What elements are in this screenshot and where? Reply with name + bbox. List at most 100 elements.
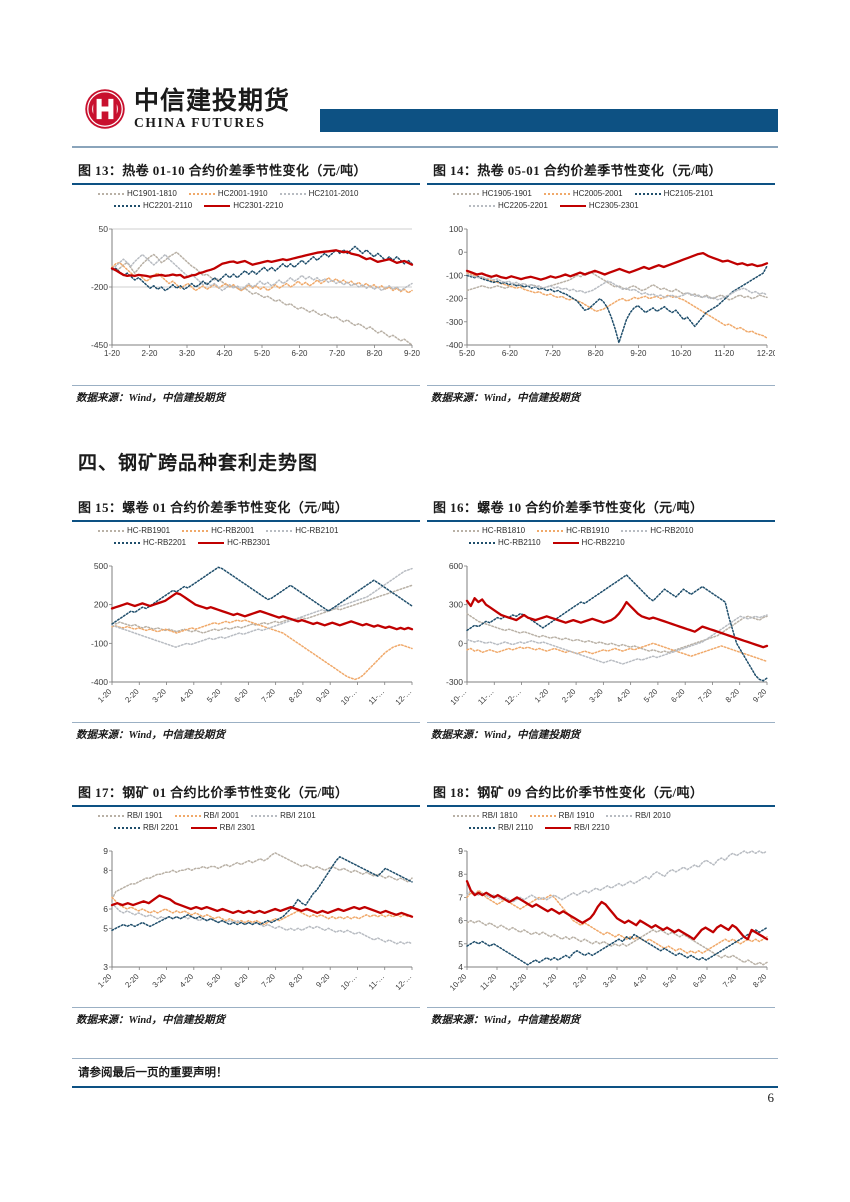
svg-text:12-20: 12-20 [757, 349, 775, 358]
svg-text:1-20: 1-20 [96, 687, 114, 705]
svg-text:10-20: 10-20 [448, 972, 469, 993]
chart-canvas: 9 8 6 5 31-20 2-20 3-20 4-20 5-20 6-20 7-20 8-20 9-2… [96, 846, 413, 992]
figure-plot-area: 50 -200 -450 1-20 2-20 3-20 4-20 5-20 6-20 7-20 8-… [72, 189, 420, 379]
svg-text:2-20: 2-20 [571, 972, 589, 990]
svg-text:5: 5 [103, 924, 108, 934]
svg-text:11-…: 11-… [367, 972, 386, 991]
series-3 [466, 927, 768, 966]
figure-footer-rule [72, 385, 420, 387]
svg-text:11-…: 11-… [367, 687, 386, 706]
svg-text:-200: -200 [91, 282, 108, 292]
svg-text:8: 8 [103, 866, 108, 876]
svg-text:4-20: 4-20 [631, 972, 649, 990]
figure-number: 图 13： [78, 163, 123, 178]
figure-caption: 图 17：钢矿 01 合约比价季节性变化（元/吨） [72, 782, 420, 801]
figure-source-note: 数据来源：Wind，中信建投期货 [431, 730, 580, 742]
svg-text:3: 3 [103, 962, 108, 972]
svg-text:5-20: 5-20 [642, 687, 660, 705]
series-3 [466, 273, 768, 301]
series-2 [111, 253, 413, 292]
figure-title-rule [72, 805, 420, 808]
svg-text:8-20: 8-20 [366, 349, 383, 358]
svg-text:300: 300 [449, 600, 463, 610]
figure-plot-area: 9 8 6 5 3 1-20 2-20 3-20 4-20 5-20 6-20 7-20 8-20 9-2… [72, 811, 420, 1001]
svg-text:6: 6 [458, 916, 463, 926]
figure-16: 图 16：螺卷 10 合约价差季节性变化（元/吨） 600 300 0 -300 10-…… [427, 497, 775, 742]
series-0 [466, 613, 768, 654]
figure-source-note: 数据来源：Wind，中信建投期货 [76, 730, 225, 742]
svg-text:-100: -100 [91, 639, 108, 649]
svg-text:9-20: 9-20 [630, 349, 647, 358]
figure-title-rule [427, 183, 775, 186]
series-1 [466, 642, 768, 663]
figure-15: 图 15：螺卷 01 合约价差季节性变化（元/吨） 500 200 -100 -400 1… [72, 497, 420, 742]
svg-text:10-…: 10-… [449, 687, 469, 707]
logo-english-name: CHINA FUTURES [134, 115, 266, 131]
svg-text:6-20: 6-20 [669, 687, 687, 705]
series-0 [111, 852, 413, 901]
series-2 [466, 265, 768, 344]
cnc-logo-icon [85, 89, 125, 129]
figure-source-note: 数据来源：Wind，中信建投期货 [431, 393, 580, 405]
figure-title-text: 钢矿 09 合约比价季节性变化（元/吨） [477, 785, 704, 800]
svg-text:600: 600 [449, 561, 463, 571]
svg-text:0: 0 [458, 247, 463, 257]
svg-text:7: 7 [458, 893, 463, 903]
figure-17: 图 17：钢矿 01 合约比价季节性变化（元/吨） 9 8 6 5 3 1-20 2-20 3-… [72, 782, 420, 1027]
svg-text:2-20: 2-20 [123, 972, 141, 990]
series-4 [465, 252, 769, 281]
svg-text:50: 50 [99, 224, 109, 234]
series-4 [465, 597, 769, 649]
svg-text:10-…: 10-… [339, 687, 359, 707]
series-3 [466, 574, 768, 682]
svg-text:2-20: 2-20 [123, 687, 141, 705]
svg-text:6-20: 6-20 [291, 349, 308, 358]
series-2 [466, 614, 768, 665]
footer-disclaimer: 请参阅最后一页的重要声明！ [78, 1067, 228, 1079]
series-0 [111, 251, 413, 346]
svg-text:11-…: 11-… [476, 687, 495, 706]
svg-text:-300: -300 [446, 677, 463, 687]
svg-text:-450: -450 [91, 340, 108, 350]
svg-text:9-20: 9-20 [314, 972, 332, 990]
svg-text:9-20: 9-20 [751, 687, 769, 705]
figure-number: 图 14： [433, 163, 478, 178]
figure-footer-rule [72, 722, 420, 724]
figure-source-note: 数据来源：Wind，中信建投期货 [431, 1015, 580, 1027]
svg-text:8-20: 8-20 [287, 972, 305, 990]
series-2 [111, 568, 413, 649]
figure-title-text: 螺卷 10 合约价差季节性变化（元/吨） [477, 500, 704, 515]
svg-text:-400: -400 [446, 340, 463, 350]
svg-text:10-…: 10-… [339, 972, 359, 992]
figure-footer-rule [72, 1007, 420, 1009]
svg-text:8: 8 [458, 869, 463, 879]
svg-text:7-20: 7-20 [260, 972, 278, 990]
svg-text:3-20: 3-20 [151, 687, 169, 705]
svg-text:6-20: 6-20 [232, 687, 250, 705]
logo-chinese-name: 中信建投期货 [134, 86, 291, 116]
svg-text:8-20: 8-20 [724, 687, 742, 705]
svg-text:200: 200 [94, 600, 108, 610]
figure-source-note: 数据来源：Wind，中信建投期货 [76, 393, 225, 405]
series-0 [466, 920, 768, 966]
series-1 [111, 619, 413, 681]
figure-title-text: 热卷 05-01 合约价差季节性变化（元/吨） [477, 163, 722, 178]
svg-text:1-20: 1-20 [104, 349, 121, 358]
series-4 [465, 880, 769, 941]
svg-text:9: 9 [103, 846, 108, 856]
svg-text:5-20: 5-20 [205, 687, 223, 705]
svg-text:7-20: 7-20 [545, 349, 562, 358]
figure-title-rule [427, 520, 775, 523]
footer-top-divider [72, 1058, 778, 1059]
svg-text:6-20: 6-20 [691, 972, 709, 990]
footer-bottom-divider [72, 1086, 778, 1088]
svg-text:-100: -100 [446, 271, 463, 281]
svg-text:3-20: 3-20 [179, 349, 196, 358]
svg-text:1-20: 1-20 [541, 972, 559, 990]
figure-number: 图 18： [433, 785, 478, 800]
svg-text:1-20: 1-20 [96, 972, 114, 990]
svg-text:10-20: 10-20 [671, 349, 692, 358]
svg-text:4: 4 [458, 962, 463, 972]
svg-text:4-20: 4-20 [216, 349, 233, 358]
